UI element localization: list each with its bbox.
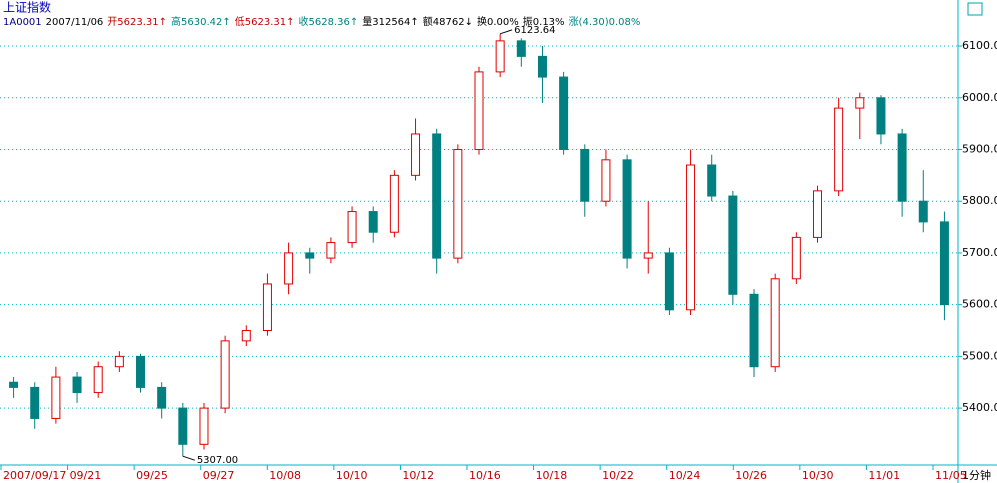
candle-body: [368, 211, 378, 233]
candle-body: [728, 195, 738, 295]
candle-body: [643, 252, 653, 259]
candle-body: [326, 242, 336, 259]
candle-body: [559, 76, 569, 150]
candle-body: [178, 407, 188, 445]
candle-body: [707, 164, 717, 197]
x-tick-label: 11/05: [935, 469, 967, 482]
candle-body: [601, 159, 611, 202]
candle-body: [241, 330, 251, 342]
info-item: 1A0001: [3, 17, 42, 28]
x-tick-label: 10/12: [402, 469, 434, 482]
candle-body: [876, 97, 886, 135]
candle-body: [897, 133, 907, 202]
candle-body: [622, 159, 632, 259]
x-tick-label: 09/25: [136, 469, 168, 482]
x-tick-label: 10/22: [602, 469, 634, 482]
candle-body: [72, 376, 82, 394]
candle-body: [199, 407, 209, 445]
y-tick-label: 5800.0: [962, 194, 997, 207]
info-item: 涨(4.30)0.08%: [569, 16, 641, 28]
info-item: 量312564↑: [362, 16, 419, 28]
x-tick-label: 11/01: [868, 469, 900, 482]
candle-body: [855, 97, 865, 109]
window-icon[interactable]: [967, 2, 983, 16]
y-tick-label: 5500.0: [962, 349, 997, 362]
candle-body: [495, 40, 505, 73]
candle-body: [136, 355, 146, 388]
candle-body: [812, 190, 822, 238]
info-item: 振0.13%: [523, 15, 565, 28]
annotation-leader: [499, 29, 513, 35]
info-item: 换0.00%: [477, 15, 519, 28]
candle-body: [686, 164, 696, 311]
candle-body: [834, 107, 844, 192]
candle-body: [305, 252, 315, 259]
candle-body: [30, 386, 40, 419]
candle-body: [93, 366, 103, 394]
info-item: 收5628.36↑: [299, 15, 359, 28]
candle-body: [262, 283, 272, 332]
candle-body: [791, 236, 801, 280]
x-tick-label: 10/26: [735, 469, 767, 482]
candle-body: [537, 55, 547, 78]
y-tick-label: 5700.0: [962, 246, 997, 259]
candle-body: [347, 211, 357, 244]
candle-body: [220, 340, 230, 409]
candle-body: [918, 200, 928, 223]
x-tick-label: 10/18: [536, 469, 568, 482]
candle-body: [51, 376, 61, 419]
annotation: 6123.64: [514, 25, 555, 36]
x-tick-label: 09/27: [203, 469, 235, 482]
x-tick-label: 10/16: [469, 469, 501, 482]
y-tick-label: 6100.0: [962, 39, 997, 52]
y-tick-label: 5600.0: [962, 298, 997, 311]
candle-body: [114, 355, 124, 368]
info-item: 2007/11/06: [46, 17, 104, 28]
period-label[interactable]: 1分钟: [962, 468, 991, 482]
candle-body: [580, 148, 590, 202]
annotation: 5307.00: [197, 455, 238, 466]
x-tick-label: 2007/09/17: [3, 469, 66, 482]
candle-body: [453, 148, 463, 259]
info-item: 开5623.31↑: [107, 17, 167, 28]
info-item: 低5623.31↑: [235, 15, 295, 28]
candle-body: [770, 278, 780, 368]
info-item: 额48762↓: [423, 15, 473, 28]
candle-body: [411, 133, 421, 176]
candle-body: [939, 221, 949, 306]
chart-title: 上证指数: [3, 0, 51, 15]
y-tick-label: 5900.0: [962, 142, 997, 155]
y-tick-label: 6000.0: [962, 91, 997, 104]
candle-body: [432, 133, 442, 259]
candle-body: [474, 71, 484, 150]
candle-body: [516, 40, 526, 57]
x-tick-label: 10/08: [269, 469, 301, 482]
candle-body: [157, 386, 167, 409]
x-tick-label: 09/21: [70, 469, 102, 482]
candle-body: [749, 293, 759, 368]
candle-body: [389, 174, 399, 233]
annotation-leader: [182, 455, 195, 461]
candle-body: [284, 252, 294, 285]
candle-body: [664, 252, 674, 311]
candle-body: [9, 381, 19, 388]
x-tick-label: 10/30: [802, 469, 834, 482]
info-item: 高5630.42↑: [171, 15, 231, 28]
x-tick-label: 10/24: [669, 469, 701, 482]
x-tick-label: 10/10: [336, 469, 368, 482]
y-tick-label: 5400.0: [962, 401, 997, 414]
